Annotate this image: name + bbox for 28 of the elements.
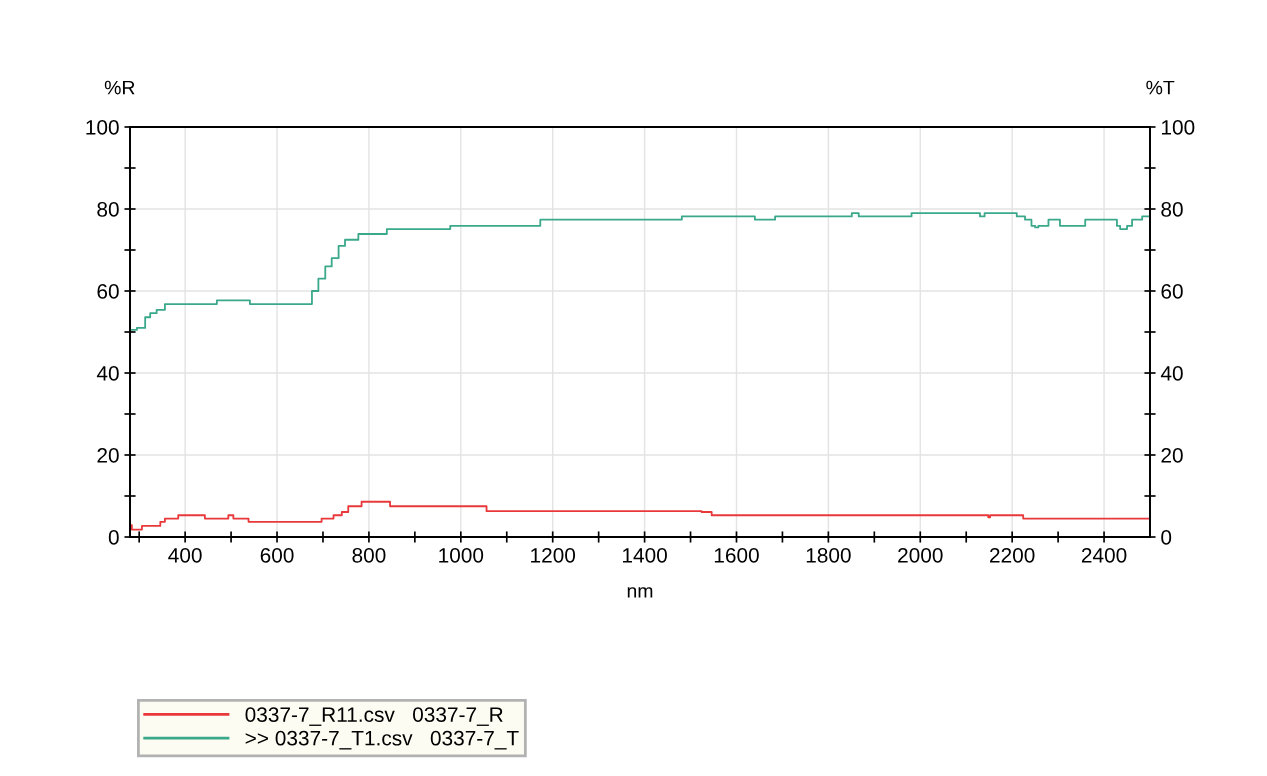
y2-tick-label: 20 bbox=[1161, 448, 1183, 463]
x-tick-label: 2000 bbox=[898, 547, 943, 563]
y-tick-label: 0 bbox=[108, 530, 119, 545]
x-tick-label: 1800 bbox=[806, 547, 851, 563]
x-tick-label: 1600 bbox=[714, 547, 759, 563]
y-tick-label: 100 bbox=[86, 120, 119, 135]
y-tick-label: 80 bbox=[97, 202, 119, 217]
y-axis-title: %R bbox=[104, 80, 135, 95]
legend-label: >> 0337-7_T1.csv 0337-7_T bbox=[245, 730, 519, 750]
x-tick-label: 600 bbox=[260, 547, 294, 563]
x-tick-label: 2400 bbox=[1081, 547, 1127, 563]
y2-tick-label: 0 bbox=[1161, 530, 1172, 545]
y2-tick-label: 40 bbox=[1160, 366, 1183, 381]
x-tick-label: 800 bbox=[352, 547, 386, 563]
legend-label: 0337-7_R11.csv 0337-7_R bbox=[245, 707, 503, 726]
x-tick-label: 400 bbox=[168, 547, 202, 563]
x-axis-title: nm bbox=[627, 587, 653, 598]
x-tick-label: 2200 bbox=[990, 547, 1035, 563]
y2-tick-label: 80 bbox=[1161, 202, 1183, 217]
x-tick-label: 1200 bbox=[531, 547, 576, 563]
y2-axis-title: %T bbox=[1146, 80, 1175, 95]
x-tick-label: 1000 bbox=[439, 547, 484, 563]
y-tick-label: 60 bbox=[97, 284, 119, 299]
y2-tick-label: 100 bbox=[1162, 120, 1195, 135]
y-tick-label: 20 bbox=[97, 448, 119, 463]
y-tick-label: 40 bbox=[96, 366, 119, 381]
y2-tick-label: 60 bbox=[1161, 284, 1183, 299]
x-tick-label: 1400 bbox=[623, 547, 667, 563]
